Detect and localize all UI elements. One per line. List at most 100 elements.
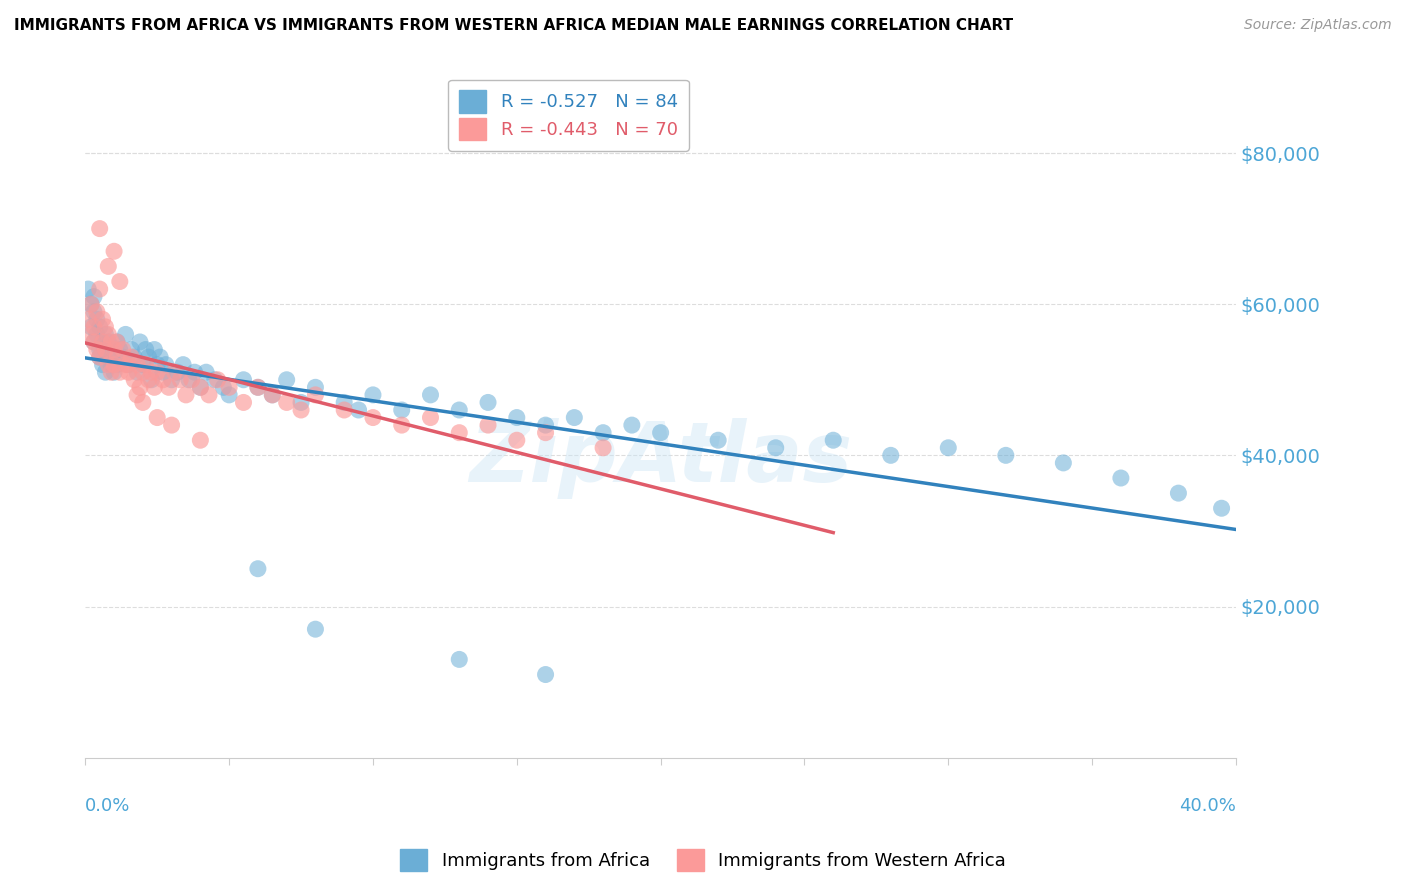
Point — [122, 350, 145, 364]
Point — [138, 373, 160, 387]
Point — [232, 373, 254, 387]
Point — [97, 260, 120, 274]
Point — [304, 380, 326, 394]
Point — [103, 244, 125, 259]
Point — [180, 373, 202, 387]
Point — [204, 373, 226, 387]
Point — [169, 373, 191, 387]
Point — [83, 290, 105, 304]
Point — [135, 343, 157, 357]
Text: 40.0%: 40.0% — [1180, 797, 1236, 814]
Point — [190, 380, 212, 394]
Point — [125, 365, 148, 379]
Point — [174, 388, 197, 402]
Point — [89, 319, 111, 334]
Point — [177, 373, 200, 387]
Point — [97, 334, 120, 349]
Point — [108, 343, 131, 357]
Point — [122, 373, 145, 387]
Point — [160, 373, 183, 387]
Point — [361, 388, 384, 402]
Point — [361, 410, 384, 425]
Point — [333, 403, 356, 417]
Point — [89, 282, 111, 296]
Point — [163, 365, 186, 379]
Point — [91, 358, 114, 372]
Point — [86, 343, 108, 357]
Point — [207, 373, 229, 387]
Point — [100, 365, 122, 379]
Point — [117, 365, 139, 379]
Point — [108, 275, 131, 289]
Point — [1109, 471, 1132, 485]
Point — [592, 441, 614, 455]
Point — [86, 304, 108, 318]
Point — [449, 652, 471, 666]
Point — [218, 380, 240, 394]
Point — [120, 350, 142, 364]
Point — [195, 365, 218, 379]
Point — [146, 410, 169, 425]
Point — [262, 388, 284, 402]
Point — [155, 358, 177, 372]
Point — [105, 334, 128, 349]
Point — [304, 622, 326, 636]
Point — [94, 327, 117, 342]
Point — [114, 358, 136, 372]
Point — [105, 358, 128, 372]
Point — [419, 388, 441, 402]
Point — [146, 358, 169, 372]
Point — [114, 327, 136, 342]
Point — [105, 334, 128, 349]
Point — [89, 221, 111, 235]
Point — [157, 380, 180, 394]
Point — [562, 410, 585, 425]
Point — [100, 334, 122, 349]
Point — [304, 388, 326, 402]
Point — [246, 380, 269, 394]
Point — [149, 350, 172, 364]
Point — [477, 395, 499, 409]
Point — [1211, 501, 1233, 516]
Point — [91, 334, 114, 349]
Point — [80, 297, 103, 311]
Point — [77, 312, 100, 326]
Point — [1167, 486, 1189, 500]
Point — [449, 403, 471, 417]
Point — [262, 388, 284, 402]
Point — [89, 350, 111, 364]
Point — [108, 365, 131, 379]
Point — [143, 343, 166, 357]
Text: ZipAtlas: ZipAtlas — [470, 417, 852, 499]
Point — [534, 418, 557, 433]
Point — [89, 343, 111, 357]
Point — [232, 395, 254, 409]
Point — [160, 418, 183, 433]
Point — [190, 434, 212, 448]
Point — [506, 434, 529, 448]
Point — [83, 319, 105, 334]
Point — [97, 327, 120, 342]
Point — [100, 343, 122, 357]
Point — [347, 403, 370, 417]
Point — [120, 343, 142, 357]
Point — [166, 365, 188, 379]
Point — [152, 365, 174, 379]
Point — [650, 425, 672, 440]
Point — [132, 365, 155, 379]
Point — [620, 418, 643, 433]
Point — [141, 365, 163, 379]
Point — [994, 448, 1017, 462]
Text: 0.0%: 0.0% — [86, 797, 131, 814]
Point — [198, 388, 221, 402]
Point — [146, 365, 169, 379]
Point — [83, 334, 105, 349]
Point — [117, 358, 139, 372]
Point — [1052, 456, 1074, 470]
Point — [152, 373, 174, 387]
Point — [276, 373, 298, 387]
Point — [246, 380, 269, 394]
Point — [534, 425, 557, 440]
Point — [391, 418, 413, 433]
Point — [419, 410, 441, 425]
